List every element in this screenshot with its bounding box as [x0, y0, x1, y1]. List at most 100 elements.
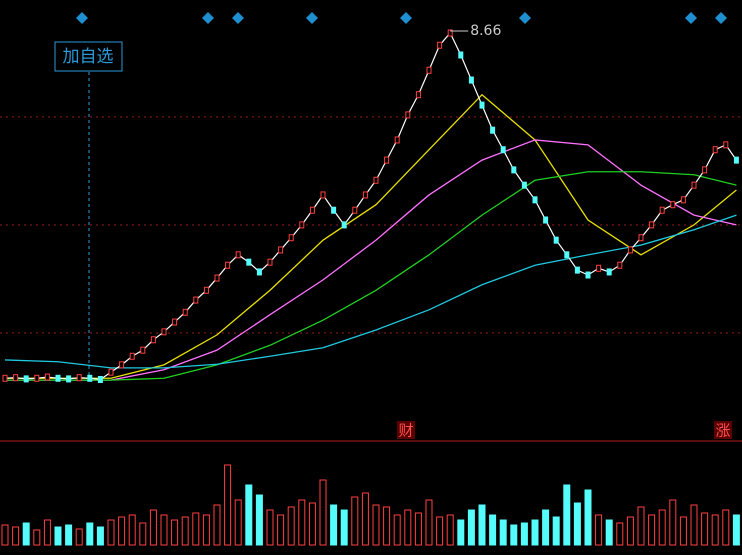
volume-bar: [436, 516, 444, 546]
price-marker: [415, 91, 421, 99]
diamond: [685, 12, 697, 24]
price-marker: [521, 181, 527, 189]
tag-box: [397, 421, 415, 439]
watchlist-box[interactable]: [54, 41, 123, 72]
volume-bar: [277, 514, 285, 546]
volume-bar: [361, 492, 369, 546]
volume-bar: [616, 522, 624, 546]
price-marker: [182, 308, 188, 316]
price-marker: [87, 374, 93, 382]
volume-bar: [202, 514, 210, 546]
price-marker: [564, 251, 570, 259]
diamond: [232, 12, 244, 24]
price-marker: [574, 266, 580, 274]
price-marker: [320, 191, 326, 199]
price-marker: [66, 375, 72, 383]
price-line: [4, 31, 737, 381]
volume-bar: [393, 514, 401, 546]
price-marker: [161, 328, 167, 336]
volume-bar: [584, 489, 592, 546]
diamond: [715, 12, 727, 24]
volume-bar: [510, 524, 518, 546]
volume-bar: [181, 516, 189, 546]
price-marker: [532, 196, 538, 204]
volume-bar: [701, 512, 709, 546]
max-label: 8.66: [470, 23, 501, 39]
volume-bar: [605, 519, 613, 546]
volume-bar: [563, 484, 571, 546]
price-marker: [426, 66, 432, 74]
price-marker: [490, 126, 496, 134]
finance-tag: 财: [398, 422, 413, 440]
volume-bar: [171, 519, 179, 546]
price-marker: [203, 286, 209, 294]
volume-bar: [107, 519, 115, 546]
price-marker: [723, 141, 729, 149]
volume-bar: [446, 514, 454, 546]
price-marker: [23, 375, 29, 383]
volume-bar: [75, 528, 83, 546]
price-marker: [2, 374, 8, 382]
price-marker: [34, 374, 40, 382]
volume-bar: [404, 509, 412, 546]
price-marker: [13, 374, 19, 382]
volume-bar: [86, 522, 94, 546]
volume-bar: [552, 516, 560, 546]
volume-bar: [245, 484, 253, 546]
volume-bar: [372, 504, 380, 546]
price-marker: [193, 296, 199, 304]
volume-bar: [139, 522, 147, 546]
volume-bar: [54, 526, 62, 546]
price-marker: [394, 136, 400, 144]
volume-bar: [679, 516, 687, 546]
price-marker: [479, 101, 485, 109]
volume-bar: [128, 514, 136, 546]
price-marker: [288, 234, 294, 242]
price-marker: [606, 268, 612, 276]
volume-bar: [520, 522, 528, 546]
price-marker: [76, 374, 82, 382]
volume-bar: [478, 504, 486, 546]
price-marker: [447, 29, 453, 37]
price-marker: [373, 176, 379, 184]
moving-average: [4, 214, 737, 369]
diamond: [306, 12, 318, 24]
price-marker: [553, 236, 559, 244]
diamond: [519, 12, 531, 24]
watchlist-label[interactable]: 加自选: [63, 47, 114, 67]
volume-bar: [499, 519, 507, 546]
price-marker: [150, 336, 156, 344]
volume-bar: [298, 499, 306, 546]
volume-bar: [22, 522, 30, 546]
price-marker: [172, 318, 178, 326]
price-marker: [331, 206, 337, 214]
volume-bar: [118, 516, 126, 546]
price-marker: [543, 216, 549, 224]
volume-bar: [690, 504, 698, 546]
volume-bar: [255, 494, 263, 546]
diamond: [400, 12, 412, 24]
price-marker: [458, 51, 464, 59]
volume-bar: [1, 524, 9, 546]
volume-bar: [669, 499, 677, 546]
price-marker: [702, 166, 708, 174]
price-marker: [55, 374, 61, 382]
price-marker: [468, 76, 474, 84]
price-marker: [405, 111, 411, 119]
volume-bar: [542, 509, 550, 546]
price-marker: [627, 246, 633, 254]
diamond: [76, 12, 88, 24]
volume-bar: [213, 504, 221, 546]
volume-bar: [308, 502, 316, 546]
volume-bar: [340, 509, 348, 546]
price-marker: [437, 41, 443, 49]
volume-bar: [234, 499, 242, 546]
price-marker: [225, 261, 231, 269]
grid: [0, 116, 742, 334]
price-marker: [500, 146, 506, 154]
price-marker: [256, 268, 262, 276]
rise-tag: 涨: [715, 422, 730, 440]
price-marker: [108, 368, 114, 376]
